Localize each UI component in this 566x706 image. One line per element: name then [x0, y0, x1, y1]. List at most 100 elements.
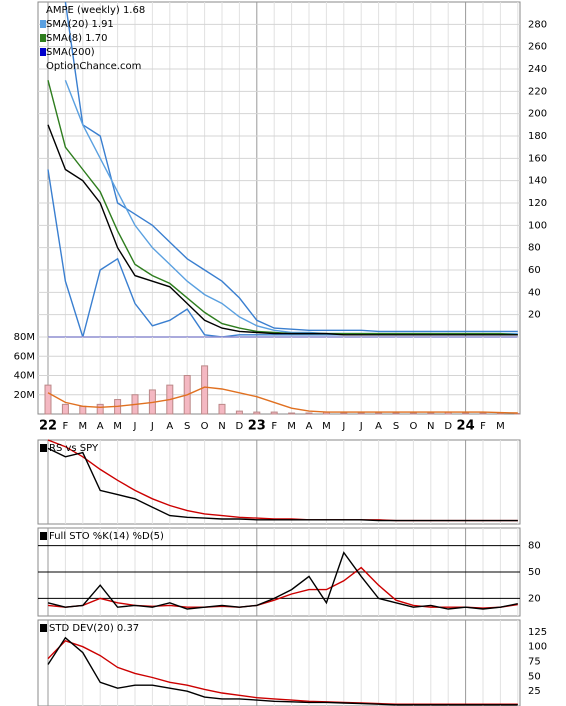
- y-tick-label: 60: [528, 265, 541, 276]
- x-tick-label: J: [359, 421, 363, 432]
- x-tick-label: J: [341, 421, 345, 432]
- x-tick-label: D: [236, 421, 244, 432]
- series-line: [47, 80, 518, 336]
- legend-swatch: [40, 48, 46, 56]
- volume-bar: [357, 412, 365, 415]
- x-tick-label: A: [306, 421, 313, 432]
- legend-swatch: [40, 20, 46, 28]
- x-tick-label: F: [271, 421, 277, 432]
- x-tick-label: O: [201, 421, 209, 432]
- series-line: [47, 551, 518, 610]
- x-tick-label: D: [444, 421, 452, 432]
- volume-bar: [392, 412, 400, 415]
- y-tick-label: 40: [528, 287, 541, 298]
- y-tick-label: 160: [528, 153, 547, 164]
- y-tick-label: 50: [528, 671, 541, 682]
- x-tick-label: A: [166, 421, 173, 432]
- x-tick-label: J: [133, 421, 137, 432]
- y-tick-label: 75: [528, 657, 541, 668]
- x-tick-label: M: [78, 421, 87, 432]
- volume-bar: [44, 384, 52, 415]
- x-tick-label: M: [287, 421, 296, 432]
- x-tick-label: M: [496, 421, 505, 432]
- volume-bar: [253, 411, 261, 415]
- y-tick-label: 100: [528, 220, 547, 231]
- series-line: [47, 124, 518, 336]
- y-tick-label: 180: [528, 131, 547, 142]
- panel-frame: [37, 439, 521, 525]
- y-tick-label: 260: [528, 42, 547, 53]
- legend-label: SMA(200): [46, 47, 95, 58]
- y-tick-label: 125: [528, 627, 547, 638]
- y-tick-label: 280: [528, 19, 547, 30]
- y-tick-label: 20: [528, 593, 541, 604]
- series-line: [47, 636, 518, 706]
- x-tick-label: N: [427, 421, 434, 432]
- title-swatch: [40, 444, 47, 452]
- volume-bar: [270, 411, 278, 415]
- x-tick-label: 22: [39, 419, 57, 434]
- x-tick-label: O: [409, 421, 417, 432]
- y-tick-label: 20: [528, 310, 541, 321]
- volume-bar: [218, 403, 226, 415]
- volume-bar: [409, 412, 417, 415]
- chart-title: AMPE (weekly) 1.68: [46, 5, 145, 16]
- x-tick-label: A: [375, 421, 382, 432]
- volume-bar: [375, 412, 383, 415]
- x-tick-label: F: [480, 421, 486, 432]
- volume-bar: [462, 412, 470, 415]
- series-line: [64, 1, 518, 333]
- y-tick-label: 220: [528, 86, 547, 97]
- x-tick-label: N: [218, 421, 225, 432]
- volume-bar: [79, 405, 87, 415]
- plot: [47, 439, 518, 522]
- x-tick-label: M: [113, 421, 122, 432]
- volume-bar: [340, 412, 348, 415]
- volume-bar: [61, 403, 69, 415]
- legend-swatch: [40, 34, 46, 42]
- y-tick-label: 25: [528, 686, 541, 697]
- series-line: [47, 447, 518, 522]
- series-line: [47, 386, 518, 414]
- series-line: [47, 639, 518, 705]
- legend-label: SMA(8) 1.70: [46, 33, 107, 44]
- y-tick-label: 200: [528, 109, 547, 120]
- x-tick-label: J: [150, 421, 154, 432]
- panel-title: RS vs SPY: [49, 443, 99, 454]
- y-tick-label: 80: [528, 541, 541, 552]
- y-tick-label: 80M: [14, 332, 35, 343]
- y-tick-label: 20M: [14, 390, 35, 401]
- y-tick-label: 60M: [14, 351, 35, 362]
- plot: [47, 551, 518, 610]
- y-tick-label: 240: [528, 64, 547, 75]
- volume-bar: [427, 412, 435, 415]
- x-tick-label: S: [393, 421, 399, 432]
- x-tick-label: M: [322, 421, 331, 432]
- volume-bar: [235, 410, 243, 415]
- x-tick-label: S: [184, 421, 190, 432]
- panel-title: Full STO %K(14) %D(5): [49, 531, 164, 542]
- y-tick-label: 140: [528, 176, 547, 187]
- x-tick-label: F: [63, 421, 69, 432]
- title-swatch: [40, 532, 47, 540]
- x-tick-label: 24: [457, 419, 475, 434]
- y-tick-label: 80: [528, 243, 541, 254]
- legend-label: SMA(20) 1.91: [46, 19, 114, 30]
- volume-bar: [479, 412, 487, 415]
- y-tick-label: 100: [528, 642, 547, 653]
- title-swatch: [40, 624, 47, 632]
- series-line: [47, 566, 518, 609]
- x-tick-label: 23: [248, 419, 266, 434]
- volume-bar: [305, 412, 313, 415]
- panel-frame: [37, 619, 521, 706]
- watermark: OptionChance.com: [46, 61, 141, 72]
- plot: [47, 1, 518, 338]
- panel-title: STD DEV(20) 0.37: [49, 623, 139, 634]
- plot: [44, 365, 520, 415]
- y-tick-label: 120: [528, 198, 547, 209]
- plot: [47, 636, 518, 706]
- y-tick-label: 50: [528, 567, 541, 578]
- y-tick-label: 40M: [14, 371, 35, 382]
- volume-bar: [201, 365, 209, 415]
